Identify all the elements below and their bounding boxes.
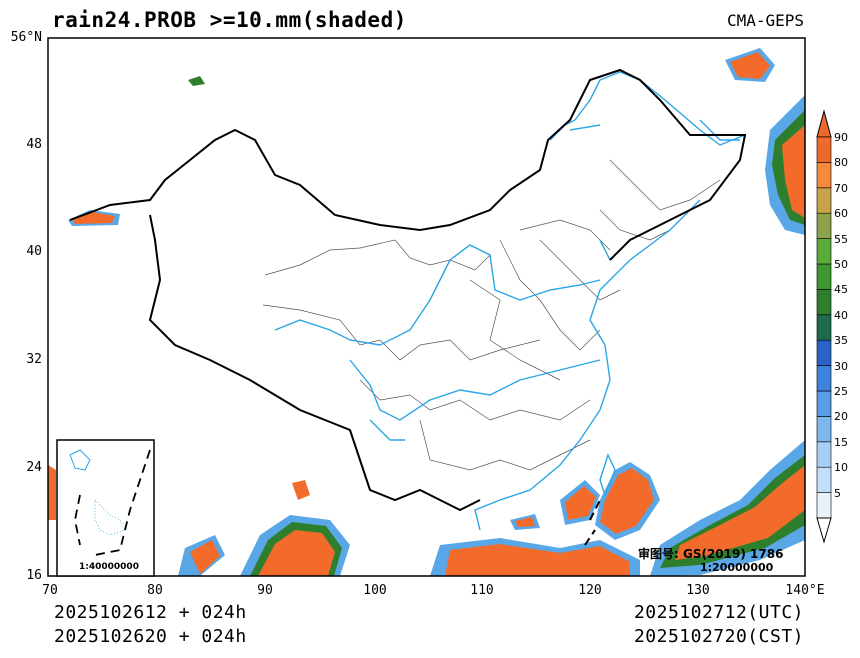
lon-label-80: 80 <box>147 583 163 598</box>
national-border <box>69 68 747 512</box>
colorbar-swatch <box>816 136 832 163</box>
colorbar-swatch <box>816 238 832 265</box>
colorbar-swatch <box>816 263 832 290</box>
colorbar-swatch <box>816 416 832 443</box>
colorbar-label: 25 <box>834 385 848 398</box>
lon-label-140: 140°E <box>785 583 825 598</box>
colorbar-bottom-arrow <box>816 517 832 544</box>
colorbar-swatch <box>816 187 832 214</box>
colorbar-label: 35 <box>834 334 848 348</box>
colorbar <box>816 109 832 544</box>
colorbar-label: 80 <box>834 156 848 170</box>
lon-label-120: 120 <box>578 583 602 598</box>
inset-map-scale: 1:40000000 <box>79 562 139 572</box>
lon-label-100: 100 <box>363 583 387 598</box>
colorbar-swatch <box>816 289 832 316</box>
colorbar-label: 50 <box>834 258 848 271</box>
colorbar-label: 10 <box>834 461 848 475</box>
colorbar-label: 30 <box>834 359 848 373</box>
nine-dash-line <box>584 499 601 546</box>
lon-label-90: 90 <box>257 583 273 598</box>
colorbar-label: 15 <box>834 435 848 449</box>
colorbar-label: 60 <box>834 207 848 221</box>
lon-label-110: 110 <box>470 583 494 598</box>
init-time-cst: 2025102620 + 024h <box>54 626 247 647</box>
colorbar-swatch <box>816 314 832 341</box>
rivers <box>274 119 740 441</box>
colorbar-label: 90 <box>834 131 848 144</box>
lat-label-48: 48 <box>26 137 42 152</box>
colorbar-label: 20 <box>834 410 848 424</box>
valid-time-cst: 2025102720(CST) <box>633 626 804 647</box>
colorbar-swatch <box>816 339 832 366</box>
colorbar-label: 70 <box>834 181 848 195</box>
lat-label-40: 40 <box>26 244 42 259</box>
east-coast <box>474 199 701 531</box>
probability-shading <box>48 48 805 576</box>
colorbar-top-arrow <box>816 109 832 138</box>
taiwan-coast <box>599 453 616 498</box>
colorbar-swatch <box>816 212 832 239</box>
colorbar-swatch <box>816 466 832 493</box>
map-lines <box>69 68 747 546</box>
valid-time-utc: 2025102712(UTC) <box>633 602 804 623</box>
colorbar-swatch <box>816 162 832 189</box>
colorbar-swatch <box>816 365 832 392</box>
model-source: CMA-GEPS <box>726 11 804 30</box>
map-review-number: 审图号: GS(2019) 1786 <box>638 547 784 561</box>
colorbar-label: 40 <box>834 308 848 322</box>
colorbar-swatch <box>816 390 832 417</box>
lon-label-130: 130 <box>686 583 710 598</box>
lon-label-70: 70 <box>42 583 58 598</box>
main-map-scale: 1:20000000 <box>700 561 774 574</box>
lat-label-32: 32 <box>26 352 42 367</box>
init-time-utc: 2025102612 + 024h <box>54 602 247 623</box>
colorbar-swatch <box>816 441 832 468</box>
lat-label-16: 16 <box>26 568 42 583</box>
lat-label-56: 56°N <box>10 30 42 45</box>
lat-label-24: 24 <box>26 460 42 475</box>
colorbar-label: 45 <box>834 283 848 297</box>
colorbar-swatch <box>816 492 832 519</box>
map-title: rain24.PROB >=10.mm(shaded) <box>52 8 407 32</box>
map-frame <box>47 37 806 577</box>
colorbar-label: 5 <box>834 486 841 500</box>
colorbar-label: 55 <box>834 232 848 246</box>
south-china-sea-inset <box>56 439 155 577</box>
